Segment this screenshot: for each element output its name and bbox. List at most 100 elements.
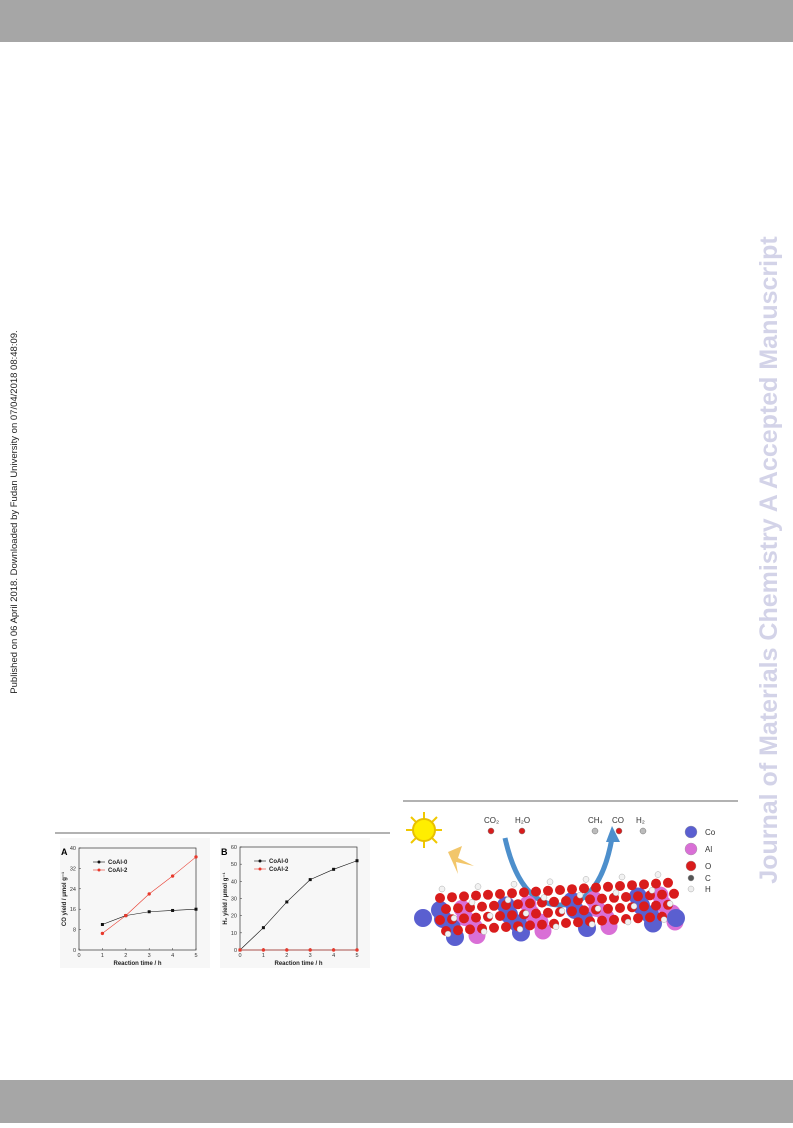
atom — [480, 928, 488, 935]
y-tick-label: 30 — [231, 897, 237, 903]
atom — [474, 883, 482, 890]
atom — [504, 896, 512, 904]
legend-label: Al — [705, 845, 712, 854]
atom — [561, 918, 571, 928]
x-tick-label: 3 — [148, 953, 151, 959]
sidebar-text: Published on 06 April 2018. Downloaded b… — [9, 330, 20, 693]
atom — [615, 903, 625, 913]
arrow-head — [606, 826, 620, 842]
chart: A 0 1 2 3 4 5 0 8 16 24 32 40 Reaction time / h CO yie… — [60, 838, 210, 968]
marker — [308, 948, 312, 952]
atom — [615, 881, 625, 891]
x-tick-label: 4 — [171, 953, 174, 959]
atom — [459, 913, 469, 924]
x-tick-label: 0 — [238, 953, 241, 959]
atom — [525, 898, 535, 909]
marker — [331, 948, 336, 952]
atom — [651, 900, 661, 911]
x-tick-label: 5 — [194, 953, 197, 959]
y-tick-label: 8 — [73, 928, 76, 934]
y-tick-label: 24 — [70, 887, 76, 893]
atom — [612, 889, 620, 896]
x-tick-label: 1 — [101, 953, 104, 959]
marker — [194, 855, 198, 859]
atom — [663, 877, 673, 888]
atom — [489, 900, 499, 911]
atom — [507, 910, 517, 921]
atom — [555, 885, 565, 895]
atom — [627, 880, 637, 891]
atom — [453, 925, 463, 936]
atom — [471, 912, 481, 923]
x-tick-label: 3 — [309, 953, 312, 959]
atom — [546, 878, 554, 885]
y-tick-label: 0 — [73, 948, 76, 954]
panel-label: A — [61, 847, 68, 857]
atom — [630, 903, 638, 910]
molecule-icon — [487, 827, 495, 835]
legend-label: CoAl-0 — [108, 860, 128, 866]
x-tick-label: 4 — [332, 953, 335, 959]
molecule-label: CH₄ — [588, 816, 603, 825]
atom — [444, 930, 452, 938]
y-tick-label: 40 — [70, 846, 76, 852]
marker — [238, 948, 242, 952]
atom — [603, 903, 613, 914]
legend-marker — [97, 860, 101, 864]
marker — [100, 931, 105, 936]
atom — [645, 912, 655, 923]
legend-label: H — [705, 885, 711, 894]
atom — [477, 901, 487, 912]
atom — [438, 885, 446, 893]
atom — [453, 903, 463, 914]
atom — [525, 920, 535, 931]
legend-atom — [684, 842, 698, 856]
legend-label: CoAl-2 — [269, 867, 289, 873]
x-tick-label: 1 — [262, 953, 265, 959]
y-axis-label: H₂ yield / μmol g⁻¹ — [222, 872, 229, 924]
legend-marker — [258, 859, 262, 863]
lightning — [448, 846, 474, 874]
y-tick-label: 60 — [231, 845, 237, 851]
atom — [567, 884, 577, 895]
atom — [465, 924, 475, 935]
atom — [522, 910, 530, 917]
atom — [633, 913, 643, 924]
marker — [285, 900, 289, 904]
atom — [441, 904, 451, 914]
atom — [558, 907, 566, 915]
atom — [486, 912, 494, 919]
atom — [561, 896, 571, 906]
atom — [657, 889, 667, 900]
atom — [648, 887, 656, 894]
atom — [519, 887, 529, 898]
atom — [468, 899, 476, 906]
marker — [171, 908, 175, 912]
x-tick-label: 2 — [285, 953, 288, 959]
atom — [597, 915, 607, 926]
atom — [489, 922, 499, 933]
y-tick-label: 10 — [231, 931, 237, 937]
atom — [501, 922, 511, 932]
atom — [621, 892, 631, 902]
legend-atom — [687, 874, 695, 882]
legend-label: O — [705, 862, 711, 871]
atom — [609, 914, 619, 925]
marker — [332, 867, 336, 871]
atom — [567, 906, 577, 917]
atom — [531, 886, 541, 897]
atom — [624, 918, 632, 926]
atom — [588, 921, 596, 928]
atom — [585, 894, 595, 905]
legend-label: CoAl-0 — [269, 859, 289, 865]
watermark: Journal of Materials Chemistry A Accepte… — [755, 236, 783, 884]
y-tick-label: 20 — [231, 914, 237, 920]
atom — [579, 883, 589, 894]
atom — [594, 905, 602, 912]
molecule-label: H₂ — [636, 816, 645, 825]
x-tick-label: 2 — [124, 953, 127, 959]
x-axis-label: Reaction time / h — [113, 961, 161, 967]
marker — [355, 859, 359, 863]
atom — [669, 888, 679, 899]
atom — [495, 911, 505, 921]
